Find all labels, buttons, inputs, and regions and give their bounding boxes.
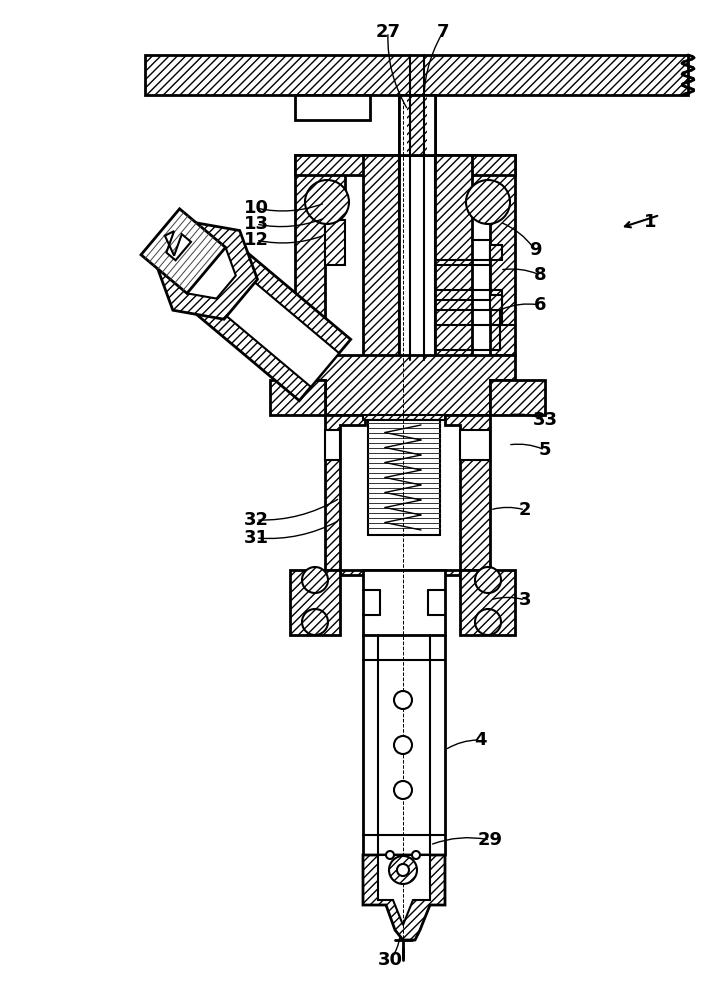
Circle shape xyxy=(475,609,501,635)
Polygon shape xyxy=(363,855,445,940)
Circle shape xyxy=(305,180,349,224)
Text: 6: 6 xyxy=(533,296,546,314)
Polygon shape xyxy=(340,570,460,575)
Polygon shape xyxy=(325,430,340,460)
Text: 8: 8 xyxy=(533,266,546,284)
Polygon shape xyxy=(399,95,435,155)
Text: 4: 4 xyxy=(474,731,486,749)
Text: 5: 5 xyxy=(538,441,551,459)
Text: 1: 1 xyxy=(644,213,656,231)
Polygon shape xyxy=(399,95,435,155)
Text: 27: 27 xyxy=(376,23,401,41)
Bar xyxy=(368,420,440,535)
Polygon shape xyxy=(465,155,515,355)
Text: 13: 13 xyxy=(243,215,269,233)
Text: 10: 10 xyxy=(243,199,269,217)
Polygon shape xyxy=(325,220,345,265)
Polygon shape xyxy=(295,355,515,415)
Polygon shape xyxy=(177,242,236,299)
Text: 29: 29 xyxy=(477,831,503,849)
Polygon shape xyxy=(145,55,688,95)
Text: 9: 9 xyxy=(528,241,541,259)
Polygon shape xyxy=(141,209,225,293)
Text: 7: 7 xyxy=(437,23,449,41)
Circle shape xyxy=(302,567,328,593)
Polygon shape xyxy=(490,295,502,310)
Polygon shape xyxy=(445,415,490,570)
Polygon shape xyxy=(363,415,445,420)
Text: 32: 32 xyxy=(243,511,269,529)
Circle shape xyxy=(389,856,417,884)
Circle shape xyxy=(397,864,409,876)
Circle shape xyxy=(394,736,412,754)
Circle shape xyxy=(412,851,420,859)
Polygon shape xyxy=(490,380,545,415)
Circle shape xyxy=(475,567,501,593)
Polygon shape xyxy=(290,570,340,635)
Polygon shape xyxy=(460,570,515,635)
Polygon shape xyxy=(363,570,445,635)
Polygon shape xyxy=(270,380,325,415)
Polygon shape xyxy=(435,155,515,175)
Polygon shape xyxy=(490,245,502,260)
Text: 3: 3 xyxy=(518,591,531,609)
Polygon shape xyxy=(295,155,399,175)
Polygon shape xyxy=(295,95,370,120)
Polygon shape xyxy=(325,415,365,570)
Polygon shape xyxy=(460,430,490,460)
Text: 2: 2 xyxy=(518,501,531,519)
Circle shape xyxy=(394,691,412,709)
Text: 30: 30 xyxy=(378,951,403,969)
Text: 31: 31 xyxy=(243,529,269,547)
Text: 33: 33 xyxy=(533,411,557,429)
Circle shape xyxy=(302,609,328,635)
Polygon shape xyxy=(192,254,339,387)
Polygon shape xyxy=(363,155,399,360)
Circle shape xyxy=(466,180,510,224)
Polygon shape xyxy=(295,155,345,355)
Polygon shape xyxy=(165,231,191,260)
Circle shape xyxy=(394,781,412,799)
Circle shape xyxy=(386,851,394,859)
Polygon shape xyxy=(378,855,430,925)
Text: 12: 12 xyxy=(243,231,269,249)
Polygon shape xyxy=(435,155,472,360)
Polygon shape xyxy=(155,222,258,319)
Polygon shape xyxy=(180,240,350,401)
